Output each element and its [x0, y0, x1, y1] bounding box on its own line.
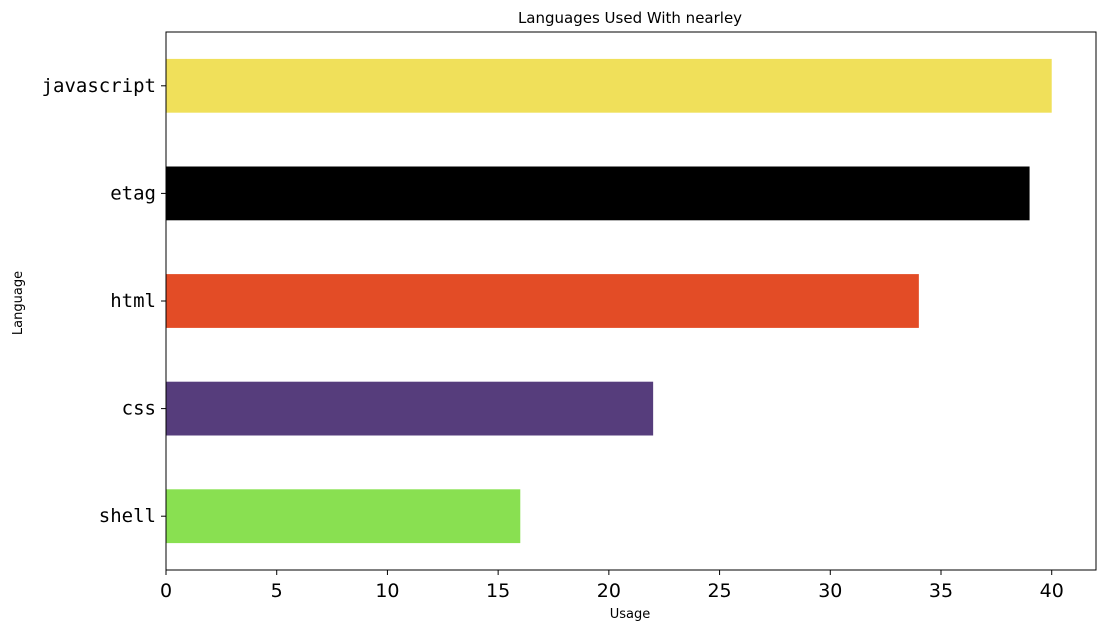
x-tick-label: 40 — [1040, 580, 1064, 602]
x-tick-label: 20 — [597, 580, 621, 602]
x-tick-label: 15 — [486, 580, 510, 602]
bar-html — [166, 274, 919, 328]
x-tick-label: 5 — [271, 580, 283, 602]
x-axis-ticks: 0 5 10 15 20 25 30 35 40 — [160, 570, 1064, 602]
bar-etag — [166, 166, 1030, 221]
x-tick-label: 30 — [818, 580, 842, 602]
y-tick-label: html — [110, 290, 156, 312]
y-tick-label: shell — [99, 505, 156, 527]
chart-title: Languages Used With nearley — [518, 9, 742, 27]
y-axis-ticks: javascript etag html css shell — [42, 75, 166, 527]
y-tick-label: javascript — [42, 75, 156, 97]
y-axis-label: Language — [11, 271, 26, 335]
x-axis-label: Usage — [610, 607, 651, 622]
bars-group — [166, 58, 1052, 544]
y-tick-label: etag — [110, 182, 156, 204]
x-tick-label: 25 — [707, 580, 731, 602]
bar-javascript — [166, 58, 1052, 113]
x-tick-label: 10 — [375, 580, 399, 602]
bar-shell — [166, 489, 521, 544]
y-tick-label: css — [122, 398, 156, 420]
x-tick-label: 35 — [929, 580, 953, 602]
x-tick-label: 0 — [160, 580, 172, 602]
bar-css — [166, 381, 654, 436]
